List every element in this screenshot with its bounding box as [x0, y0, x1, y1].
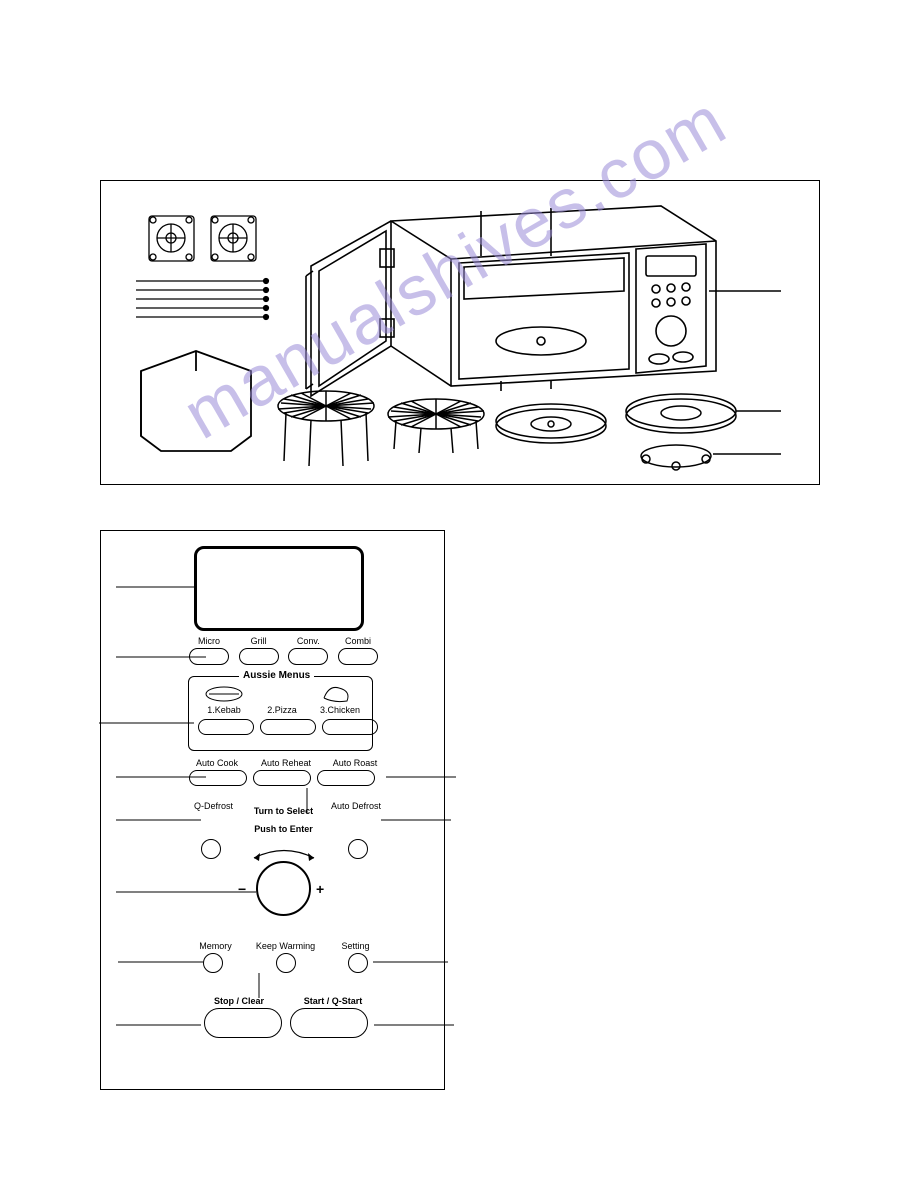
- keepwarm-button[interactable]: [276, 953, 296, 973]
- autocook-button[interactable]: [189, 770, 247, 786]
- kebab-label: 1.Kebab: [197, 705, 251, 715]
- minus-sign: −: [238, 881, 246, 897]
- setting-button[interactable]: [348, 953, 368, 973]
- memory-button[interactable]: [203, 953, 223, 973]
- dial-line1: Turn to Select: [241, 806, 326, 816]
- autocook-label: Auto Cook: [186, 758, 248, 768]
- kebab-icon: [204, 685, 244, 703]
- control-panel-diagram: Micro Grill Conv. Combi Aussie Menus 1.K…: [100, 530, 445, 1090]
- conv-label: Conv.: [285, 636, 331, 646]
- setting-label: Setting: [328, 941, 383, 951]
- kebab-button[interactable]: [198, 719, 254, 735]
- qdefrost-button[interactable]: [201, 839, 221, 859]
- grill-label: Grill: [236, 636, 282, 646]
- auto-row: Auto Cook Auto Reheat Auto Roast: [186, 758, 386, 786]
- combi-label: Combi: [335, 636, 381, 646]
- start-label: Start / Q-Start: [290, 996, 376, 1006]
- autoreheat-button[interactable]: [253, 770, 311, 786]
- main-row: Stop / Clear Start / Q-Start: [196, 996, 376, 1038]
- selector-dial[interactable]: [256, 861, 311, 916]
- stop-button[interactable]: [204, 1008, 282, 1038]
- dial-arrows: [236, 846, 331, 866]
- chicken-button[interactable]: [322, 719, 378, 735]
- aussie-menus-panel: Aussie Menus 1.Kebab 2.Pizza 3.Chicken: [188, 676, 373, 751]
- combi-button[interactable]: [338, 648, 378, 665]
- autoreheat-label: Auto Reheat: [255, 758, 317, 768]
- conv-button[interactable]: [288, 648, 328, 665]
- autoroast-label: Auto Roast: [324, 758, 386, 768]
- microwave-parts-svg: [101, 181, 821, 486]
- micro-label: Micro: [186, 636, 232, 646]
- autoroast-button[interactable]: [317, 770, 375, 786]
- grill-button[interactable]: [239, 648, 279, 665]
- chicken-icon: [319, 683, 354, 703]
- start-button[interactable]: [290, 1008, 368, 1038]
- plus-sign: +: [316, 881, 324, 897]
- parts-diagram: [100, 180, 820, 485]
- util-row: Memory Keep Warming Setting: [188, 941, 383, 973]
- mode-button-row: Micro Grill Conv. Combi: [186, 636, 381, 665]
- autodefrost-button[interactable]: [348, 839, 368, 859]
- aussie-title: Aussie Menus: [239, 670, 314, 681]
- lcd-display: [194, 546, 364, 631]
- pizza-label: 2.Pizza: [255, 705, 309, 715]
- memory-label: Memory: [188, 941, 243, 951]
- dial-line2: Push to Enter: [241, 824, 326, 834]
- chicken-label: 3.Chicken: [313, 705, 367, 715]
- autodefrost-label: Auto Defrost: [326, 801, 386, 837]
- stop-label: Stop / Clear: [196, 996, 282, 1006]
- keepwarm-label: Keep Warming: [248, 941, 323, 951]
- pizza-button[interactable]: [260, 719, 316, 735]
